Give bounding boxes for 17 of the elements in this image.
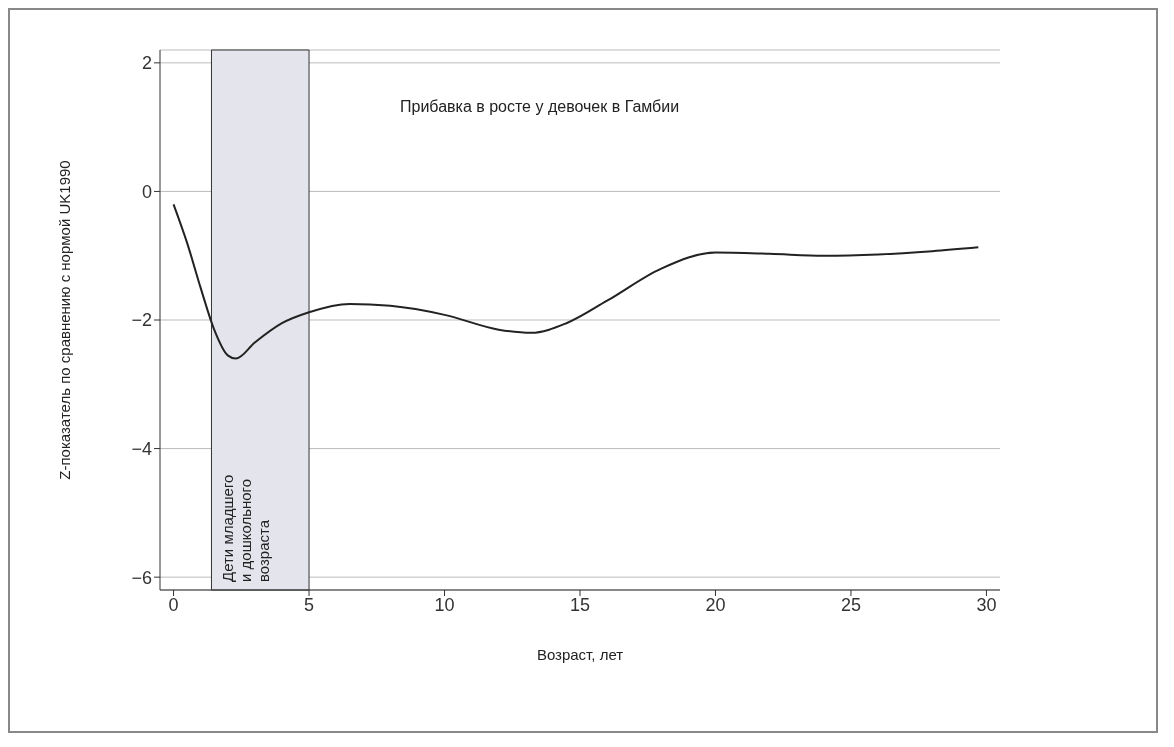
y-tick-label: 2 xyxy=(141,53,152,74)
x-tick-label: 10 xyxy=(434,594,455,615)
y-tick-label: −4 xyxy=(131,438,152,459)
y-tick-label: −6 xyxy=(131,567,152,588)
line-series xyxy=(172,203,980,360)
x-tick-label: 30 xyxy=(976,594,997,615)
x-tick-label: 15 xyxy=(569,594,591,615)
x-axis-title: Возраст, лет xyxy=(536,646,624,663)
y-axis-title: Z-показатель по сравнению с нормой UK1990 xyxy=(56,160,74,480)
text: Прибавка в росте у девочек в Гамбии xyxy=(400,98,680,116)
y-tick-label: −2 xyxy=(131,310,152,331)
y-tick-label: 0 xyxy=(141,181,152,202)
x-tick-label: 0 xyxy=(168,594,179,615)
x-tick-label: 25 xyxy=(840,594,861,615)
x-tick-label: 20 xyxy=(705,594,726,615)
x-tick-label: 5 xyxy=(304,594,315,615)
band-label: Дети младшего и дошкольного возраста xyxy=(219,474,273,582)
